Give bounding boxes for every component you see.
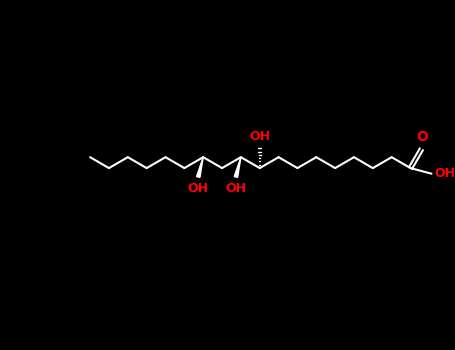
- Polygon shape: [197, 157, 203, 177]
- Text: O: O: [416, 130, 428, 144]
- Text: OH: OH: [249, 130, 270, 143]
- Text: OH: OH: [434, 167, 455, 180]
- Text: OH: OH: [225, 182, 247, 195]
- Text: OH: OH: [188, 182, 209, 195]
- Polygon shape: [234, 157, 241, 177]
